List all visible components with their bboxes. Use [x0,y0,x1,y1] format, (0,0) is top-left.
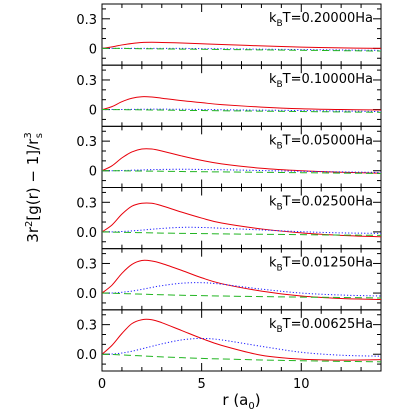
series-line-3 [102,109,381,113]
series-line-3 [102,231,381,236]
y-axis-label: 3r2[g(r) − 1]/r3s [23,132,45,242]
series-line-2 [102,337,381,357]
panel-label: kBT=0.01250Ha [269,256,373,274]
panel-label: kBT=0.20000Ha [269,11,373,29]
panel-label: kBT=0.10000Ha [269,72,373,90]
panel-3: 0.3 0 kBT=0.05000Ha [76,125,382,189]
series-line-1 [102,41,381,49]
panel-label: kBT=0.02500Ha [269,195,373,213]
y-tick-label: 0.3 [76,196,97,211]
y-tick-label: 0 [89,104,97,119]
x-axis: 0 5 10 [98,377,310,392]
y-tick-label: 0.0 [76,226,97,241]
series-line-2 [102,226,381,234]
series-line-1 [102,202,381,238]
panel-label: kBT=0.05000Ha [269,133,373,151]
panels-group: 0.3 0 kBT=0.20000Ha 0.3 0 kBT=0.10000Ha 0.3 0 kB… [76,3,382,372]
series-line-1 [102,259,381,300]
series-line-1 [102,96,381,111]
y-tick-label: 0.0 [76,287,97,302]
series-line-3 [102,47,381,52]
x-tick-label: 5 [198,377,206,392]
series-line-2 [102,47,381,51]
panel-label: kBT=0.00625Ha [269,317,373,335]
panel-4: 0.3 0.0 kBT=0.02500Ha [76,187,382,250]
y-tick-label: 0.3 [76,319,97,334]
x-axis-label: r (a0) [222,391,260,412]
series-line-2 [102,282,381,297]
panel-6: 0.3 0.0 kBT=0.00625Ha [76,309,382,372]
y-tick-label: 0.0 [76,348,97,363]
series-line-3 [102,292,381,299]
x-tick-label: 0 [98,377,106,392]
y-tick-label: 0.3 [76,13,97,28]
series-line-3 [102,353,381,363]
y-tick-label: 0.3 [76,135,97,150]
panel-2: 0.3 0 kBT=0.10000Ha [76,64,382,127]
series-line-3 [102,170,381,174]
series-line-2 [102,168,381,173]
panel-1: 0.3 0 kBT=0.20000Ha [76,3,382,66]
series-line-2 [102,108,381,113]
panel-5: 0.3 0.0 kBT=0.01250Ha [76,248,382,311]
y-tick-label: 0 [89,165,97,180]
series-line-1 [102,148,381,174]
series-line-1 [102,318,381,361]
y-tick-label: 0.3 [76,74,97,89]
y-tick-label: 0 [89,42,97,57]
x-tick-label: 10 [293,377,310,392]
y-tick-label: 0.3 [76,257,97,272]
